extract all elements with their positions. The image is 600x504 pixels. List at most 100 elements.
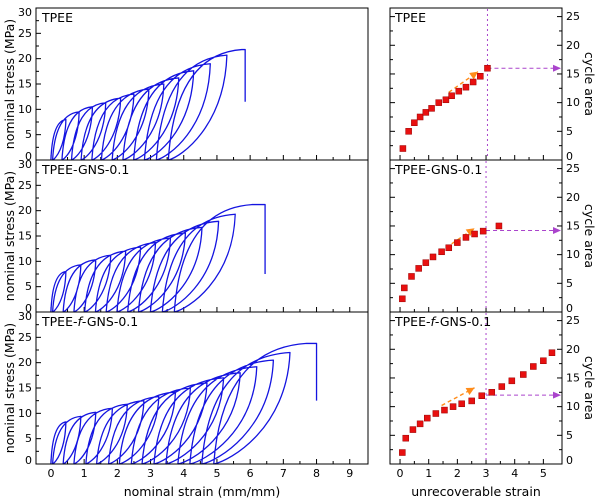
panel-title-cycle-area-tpee: TPEE	[395, 11, 426, 25]
title-text: TPEE-	[42, 314, 78, 329]
arrowhead	[469, 71, 479, 80]
panel-title-stress-strain-tpee-f-gns: TPEE-f-GNS-0.1	[42, 315, 138, 329]
tick-label: 20	[18, 356, 32, 369]
tick-label: 5	[25, 128, 32, 141]
tick-label: 6	[247, 467, 254, 480]
data-point-square	[428, 105, 435, 112]
tick-label: 8	[313, 467, 320, 480]
right-panel-axes-row0: 0 5 10 15 20 25	[390, 10, 580, 163]
panel-title-cycle-area-tpee-f-gns: TPEE-f-GNS-0.1	[395, 315, 491, 329]
title-text: TPEE-GNS-0.1	[42, 162, 130, 177]
tick-label: 30	[18, 6, 32, 19]
tick-label: 15	[18, 78, 32, 91]
tick-label: 4	[511, 467, 518, 480]
data-point-square	[416, 113, 424, 121]
data-point-square	[495, 222, 503, 230]
tick-label: 10	[18, 407, 32, 420]
data-point-square	[441, 406, 448, 414]
arrowhead	[553, 64, 561, 72]
arrowhead	[465, 228, 475, 237]
data-point-square	[429, 253, 437, 261]
tick-label: 5	[540, 467, 547, 480]
tick-label: 10	[566, 96, 580, 109]
tick-label: 20	[18, 52, 32, 65]
left-panel-axes-row2: 0 5 10 15 20 25 30 0 1 2 3 4 5 6 7 8 9	[18, 310, 353, 480]
data-point-square	[478, 392, 485, 399]
y-axis-title-cycle-area-row3: cycle area	[582, 355, 597, 421]
data-point-square	[445, 244, 453, 252]
data-point-square	[454, 239, 461, 246]
data-point-square	[424, 414, 431, 422]
x-axis-title-unrecoverable-strain: unrecoverable strain	[411, 484, 541, 499]
title-text: -GNS-0.1	[434, 314, 492, 329]
data-point-square	[469, 78, 477, 86]
data-point-square	[498, 383, 506, 390]
left-panel-frame-row0	[35, 7, 369, 161]
stress-strain-curve	[50, 342, 318, 465]
tick-label: 10	[18, 103, 32, 116]
title-italic: f	[430, 314, 435, 329]
data-point-square	[409, 426, 417, 433]
tick-label: 0	[25, 150, 32, 163]
tick-label: 0	[25, 454, 32, 467]
cycle-area-panel-0	[399, 9, 561, 159]
hysteresis-loops-panel-2	[50, 342, 318, 465]
tick-label: 30	[18, 158, 32, 171]
data-point-square	[399, 145, 407, 152]
data-point-square	[416, 420, 424, 428]
title-text: TPEE-	[395, 314, 431, 329]
tick-label: 3	[147, 467, 154, 480]
stress-strain-curve	[50, 48, 246, 161]
stress-strain-curve	[50, 203, 266, 313]
y-axis-title-stress-row2: nominal stress (MPa)	[2, 170, 17, 302]
tick-label: 5	[25, 280, 32, 293]
data-point-square	[399, 295, 406, 303]
tick-label: 15	[566, 219, 580, 232]
y-axis-title-cycle-area-row2: cycle area	[582, 203, 597, 269]
right-panel-axes-row2: 0 5 10 15 20 25 0 1 2 3 4 5	[390, 314, 580, 480]
tick-label: 0	[397, 467, 404, 480]
tick-label: 5	[566, 277, 573, 290]
title-text: -GNS-0.1	[81, 314, 139, 329]
right-panel-axes-row1: 0 5 10 15 20 25	[390, 162, 580, 315]
tick-label: 9	[346, 467, 353, 480]
title-text: TPEE-GNS-0.1	[395, 162, 483, 177]
tick-label: 15	[566, 371, 580, 384]
tick-label: 3	[483, 467, 490, 480]
tick-label: 10	[566, 400, 580, 413]
tick-label: 0	[566, 454, 573, 467]
tick-label: 7	[280, 467, 287, 480]
tick-label: 4	[180, 467, 187, 480]
tick-label: 15	[18, 382, 32, 395]
data-point-square	[462, 83, 470, 91]
cycle-area-panel-2	[399, 313, 561, 463]
panel-title-cycle-area-tpee-gns: TPEE-GNS-0.1	[395, 163, 482, 177]
data-point-square	[438, 248, 445, 256]
left-panel-axes-row1: 0 5 10 15 20 25 30	[18, 158, 351, 315]
data-point-square	[442, 96, 450, 104]
data-point-square	[402, 434, 410, 442]
data-point-square	[415, 265, 422, 272]
y-axis-title-cycle-area-row1: cycle area	[582, 51, 597, 117]
data-point-square	[448, 92, 455, 100]
data-point-square	[477, 73, 484, 80]
data-point-square	[408, 273, 415, 280]
x-axis-title-nominal-strain: nominal strain (mm/mm)	[123, 484, 281, 499]
tick-label: 5	[566, 125, 573, 138]
tick-label: 25	[566, 162, 580, 175]
tick-label: 5	[213, 467, 220, 480]
data-point-square	[468, 397, 475, 405]
arrowhead	[465, 387, 475, 396]
data-point-square	[530, 363, 537, 370]
right-panel-frame-row2	[389, 311, 563, 465]
tick-label: 20	[566, 191, 580, 204]
tick-label: 0	[566, 150, 573, 163]
data-point-square	[411, 119, 418, 126]
data-point-square	[435, 99, 442, 106]
data-point-square	[508, 377, 516, 385]
tick-label: 0	[47, 467, 54, 480]
panel-title-stress-strain-tpee-gns: TPEE-GNS-0.1	[42, 163, 129, 177]
data-point-square	[422, 109, 430, 116]
tick-label: 15	[18, 230, 32, 243]
